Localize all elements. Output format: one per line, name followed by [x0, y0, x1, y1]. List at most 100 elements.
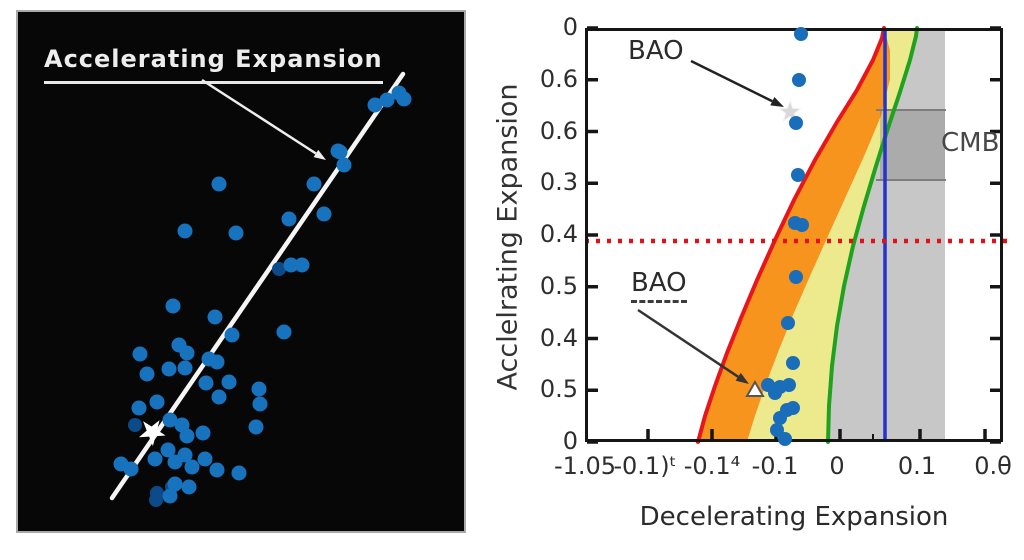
left-scatter-plot	[109, 71, 412, 507]
data-point	[209, 462, 225, 478]
y-tick-label: 0.6	[539, 116, 578, 145]
data-point	[161, 361, 177, 377]
data-point	[316, 206, 332, 222]
y-tick-label: 0.6	[539, 64, 578, 93]
data-point	[162, 488, 178, 504]
x-tick-label: -1.05	[553, 452, 617, 480]
data-point	[177, 360, 193, 376]
data-point	[276, 324, 292, 340]
x-tick-label: -0.1⁴	[683, 452, 741, 480]
data-point	[179, 428, 195, 444]
data-point	[147, 451, 163, 467]
data-point	[162, 412, 178, 428]
cmb-annotation: CMB	[941, 128, 1000, 158]
x-tick-label: 0.θ	[974, 452, 1012, 480]
data-point	[224, 327, 240, 343]
data-point	[283, 257, 299, 273]
data-point	[231, 465, 247, 481]
data-point	[336, 157, 352, 173]
bao-bottom-arrow	[637, 308, 739, 378]
data-point-faint	[150, 486, 164, 500]
bao-top-arrow-head	[770, 97, 784, 107]
plot-frame	[585, 28, 1003, 442]
fit-line	[109, 71, 406, 501]
data-point	[165, 298, 181, 314]
data-point	[795, 218, 809, 232]
x-tick-label: -0.1	[751, 452, 799, 480]
green-curve	[826, 26, 919, 444]
data-point	[786, 356, 800, 370]
data-point	[332, 144, 348, 160]
data-point	[160, 442, 176, 458]
data-point	[207, 309, 223, 325]
bao-annotation-bottom: BAO	[631, 268, 687, 303]
data-point	[123, 461, 139, 477]
data-point	[782, 378, 796, 392]
data-point	[789, 270, 803, 284]
data-point	[248, 419, 264, 435]
red-curve	[696, 26, 886, 444]
y-tick-label: 0.4	[539, 323, 578, 352]
data-point	[781, 316, 795, 330]
data-point	[791, 168, 805, 182]
data-point	[768, 386, 782, 400]
y-tick-label: 0	[562, 427, 578, 455]
data-point	[211, 176, 227, 192]
data-point	[228, 225, 244, 241]
data-point	[181, 479, 197, 495]
y-tick-label: 0.3	[539, 168, 578, 197]
data-point	[252, 396, 268, 412]
x-tick-label: -0.1)ᵗ	[613, 452, 677, 480]
data-point	[786, 401, 800, 415]
right-plot	[585, 26, 1013, 446]
data-point	[167, 476, 183, 492]
data-point	[139, 366, 155, 382]
x-tick-label: 0	[829, 452, 845, 480]
data-point	[198, 375, 214, 391]
y-tick-label: 0.5	[539, 375, 578, 404]
y-tick-label: 0	[562, 13, 578, 41]
data-point	[396, 91, 412, 107]
data-point-faint	[272, 262, 286, 276]
data-point	[251, 381, 267, 397]
data-point	[367, 97, 383, 113]
orange-region	[698, 28, 890, 442]
data-point	[789, 116, 803, 130]
data-point	[281, 211, 297, 227]
star-marker	[139, 420, 166, 446]
left-scatter-panel: Accelerating Expansion	[16, 10, 466, 533]
data-point	[149, 394, 165, 410]
data-point	[778, 432, 792, 446]
x-tick-label: 0.1	[897, 452, 937, 480]
data-point	[197, 451, 213, 467]
y-tick-label: 0.5	[539, 271, 578, 300]
left-annotation-arrow	[201, 78, 317, 155]
data-point	[294, 257, 310, 273]
left-annotation-arrow-head	[313, 149, 326, 160]
data-point	[177, 447, 193, 463]
x-axis-label: Decelerating Expansion	[639, 502, 949, 532]
data-point	[306, 176, 322, 192]
data-point	[221, 374, 237, 390]
data-point	[794, 27, 808, 41]
data-point	[209, 354, 225, 370]
data-point	[131, 400, 147, 416]
data-point	[184, 459, 200, 475]
data-point	[177, 223, 193, 239]
data-point	[195, 425, 211, 441]
bao-bottom-arrow-head	[735, 372, 749, 384]
bao-triangle-marker	[745, 379, 765, 397]
data-point	[179, 345, 195, 361]
bao-top-arrow	[690, 59, 773, 103]
data-point	[770, 423, 784, 437]
accelerating-expansion-label: Accelerating Expansion	[44, 45, 383, 84]
data-point	[792, 73, 806, 87]
data-point-faint	[128, 418, 142, 432]
data-point	[132, 346, 148, 362]
data-point	[211, 389, 227, 405]
y-tick-label: 0.4	[539, 220, 578, 248]
data-point	[773, 411, 787, 425]
bao-annotation-top: BAO	[628, 36, 684, 66]
yellow-region	[747, 28, 917, 442]
